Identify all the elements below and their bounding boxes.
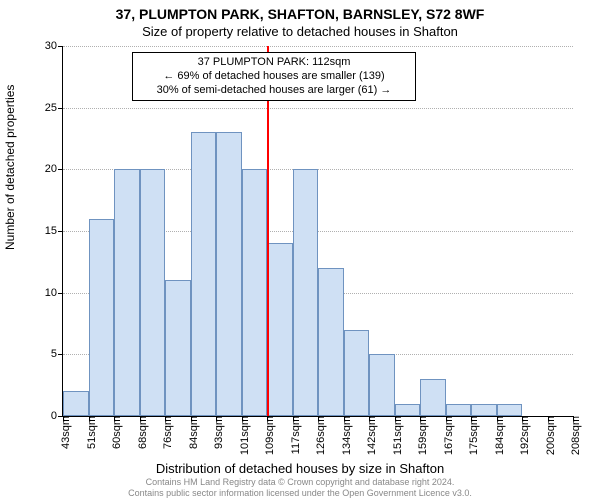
- xtick-label: 51sqm: [80, 416, 98, 449]
- annotation-line-3: 30% of semi-detached houses are larger (…: [139, 84, 409, 98]
- annotation-box: 37 PLUMPTON PARK: 112sqm ← 69% of detach…: [132, 52, 416, 101]
- xtick-label: 200sqm: [539, 416, 557, 455]
- xtick-label: 159sqm: [411, 416, 429, 455]
- xtick-label: 93sqm: [207, 416, 225, 449]
- annotation-line-2: ← 69% of detached houses are smaller (13…: [139, 70, 409, 84]
- histogram-bar: [420, 379, 446, 416]
- xtick-label: 84sqm: [182, 416, 200, 449]
- histogram-bar: [369, 354, 395, 416]
- xtick-label: 142sqm: [360, 416, 378, 455]
- footer-line-2: Contains public sector information licen…: [0, 488, 600, 498]
- xtick-label: 109sqm: [258, 416, 276, 455]
- histogram-bar: [395, 404, 421, 416]
- xtick-label: 76sqm: [156, 416, 174, 449]
- ytick-label: 20: [45, 163, 63, 175]
- histogram-bar: [267, 243, 293, 416]
- chart-title: 37, PLUMPTON PARK, SHAFTON, BARNSLEY, S7…: [0, 0, 600, 22]
- histogram-bar: [497, 404, 523, 416]
- xtick-label: 208sqm: [564, 416, 582, 455]
- ytick-label: 30: [45, 40, 63, 52]
- x-axis-title: Distribution of detached houses by size …: [0, 461, 600, 476]
- histogram-bar: [318, 268, 344, 416]
- histogram-bar: [63, 391, 89, 416]
- histogram-bar: [446, 404, 472, 416]
- histogram-bar: [293, 169, 319, 416]
- histogram-bar: [89, 219, 115, 416]
- xtick-label: 167sqm: [437, 416, 455, 455]
- xtick-label: 184sqm: [488, 416, 506, 455]
- histogram-bar: [242, 169, 268, 416]
- gridline-h: [63, 108, 573, 109]
- xtick-label: 101sqm: [233, 416, 251, 455]
- histogram-bar: [165, 280, 191, 416]
- xtick-label: 60sqm: [105, 416, 123, 449]
- reference-line: [267, 46, 269, 416]
- histogram-bar: [140, 169, 166, 416]
- histogram-chart: 37, PLUMPTON PARK, SHAFTON, BARNSLEY, S7…: [0, 0, 600, 500]
- footer-line-1: Contains HM Land Registry data © Crown c…: [0, 477, 600, 487]
- ytick-label: 5: [51, 348, 63, 360]
- xtick-label: 151sqm: [386, 416, 404, 455]
- xtick-label: 134sqm: [335, 416, 353, 455]
- histogram-bar: [471, 404, 497, 416]
- xtick-label: 43sqm: [54, 416, 72, 449]
- xtick-label: 68sqm: [131, 416, 149, 449]
- histogram-bar: [114, 169, 140, 416]
- annotation-line-1: 37 PLUMPTON PARK: 112sqm: [139, 56, 409, 70]
- y-axis-title: Number of detached properties: [3, 85, 17, 250]
- histogram-bar: [216, 132, 242, 416]
- footer-attribution: Contains HM Land Registry data © Crown c…: [0, 477, 600, 498]
- histogram-bar: [344, 330, 370, 416]
- ytick-label: 25: [45, 102, 63, 114]
- xtick-label: 117sqm: [284, 416, 302, 454]
- plot-area: 05101520253043sqm51sqm60sqm68sqm76sqm84s…: [62, 46, 573, 417]
- chart-subtitle: Size of property relative to detached ho…: [0, 22, 600, 39]
- xtick-label: 175sqm: [462, 416, 480, 455]
- xtick-label: 192sqm: [513, 416, 531, 455]
- ytick-label: 15: [45, 225, 63, 237]
- gridline-h: [63, 46, 573, 47]
- ytick-label: 10: [45, 287, 63, 299]
- histogram-bar: [191, 132, 217, 416]
- xtick-label: 126sqm: [309, 416, 327, 455]
